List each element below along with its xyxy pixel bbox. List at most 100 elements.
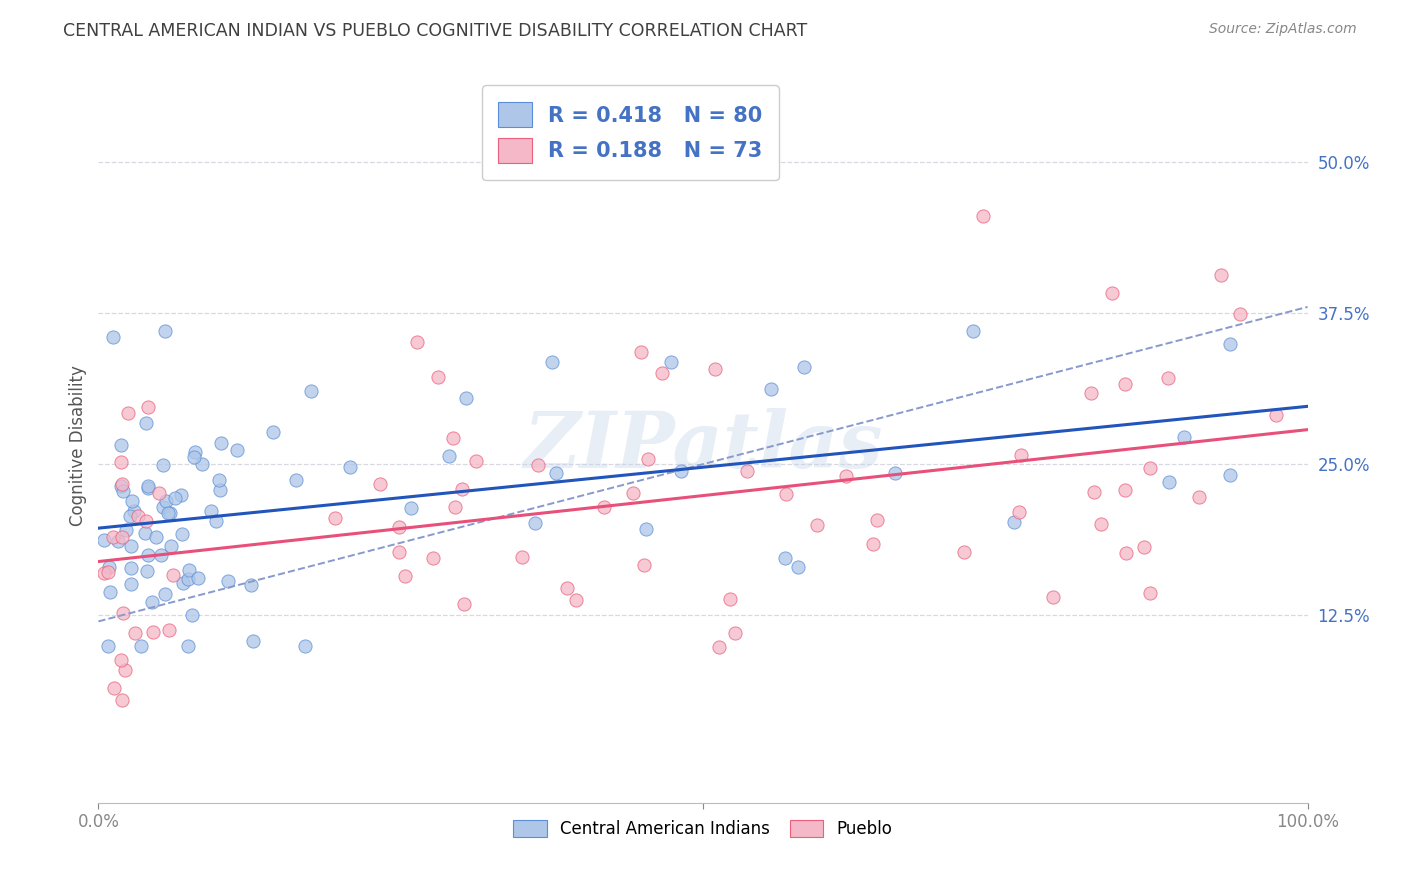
Point — [368, 476, 391, 491]
Point — [121, 494, 143, 508]
Point — [1157, 475, 1180, 489]
Point — [761, 382, 783, 396]
Point — [422, 550, 444, 565]
Point — [115, 523, 138, 537]
Point — [101, 329, 124, 343]
Point — [339, 460, 361, 475]
Point — [451, 482, 474, 496]
Point — [394, 569, 416, 583]
Point — [1114, 483, 1136, 498]
Point — [453, 597, 475, 611]
Point — [98, 585, 121, 599]
Point — [1229, 307, 1251, 321]
Point — [138, 548, 160, 562]
Point — [157, 506, 180, 520]
Point — [135, 514, 157, 528]
Point — [1218, 468, 1240, 483]
Point — [145, 530, 167, 544]
Text: CENTRAL AMERICAN INDIAN VS PUEBLO COGNITIVE DISABILITY CORRELATION CHART: CENTRAL AMERICAN INDIAN VS PUEBLO COGNIT… — [63, 22, 807, 40]
Point — [136, 479, 159, 493]
Point — [120, 561, 142, 575]
Point — [1173, 430, 1195, 444]
Text: ZIPatlas: ZIPatlas — [523, 408, 883, 484]
Point — [160, 540, 183, 554]
Point — [1010, 448, 1032, 462]
Point — [152, 500, 174, 514]
Point — [1083, 485, 1105, 500]
Point — [134, 526, 156, 541]
Point — [1219, 337, 1241, 351]
Point — [544, 466, 567, 480]
Point — [454, 391, 477, 405]
Point — [136, 481, 159, 495]
Point — [637, 451, 659, 466]
Point — [150, 548, 173, 562]
Point — [153, 587, 176, 601]
Point — [651, 367, 673, 381]
Point — [1090, 516, 1112, 531]
Point — [110, 437, 132, 451]
Point — [593, 500, 616, 514]
Point — [142, 625, 165, 640]
Point — [952, 544, 974, 558]
Point — [1139, 586, 1161, 600]
Point — [426, 370, 449, 384]
Point — [107, 533, 129, 548]
Point — [1007, 505, 1029, 519]
Point — [510, 549, 533, 564]
Point — [124, 626, 146, 640]
Point — [155, 324, 177, 338]
Point — [155, 494, 177, 508]
Point — [136, 565, 159, 579]
Point — [441, 431, 464, 445]
Point — [240, 577, 263, 591]
Point — [399, 500, 422, 515]
Point — [787, 559, 810, 574]
Point — [242, 634, 264, 648]
Point — [405, 335, 427, 350]
Point — [630, 345, 652, 359]
Point — [633, 558, 655, 573]
Point — [464, 454, 486, 468]
Point — [172, 576, 194, 591]
Point — [200, 504, 222, 518]
Point — [129, 639, 152, 653]
Point — [112, 483, 135, 498]
Point — [565, 593, 588, 607]
Point — [97, 559, 120, 574]
Point — [284, 474, 307, 488]
Point — [793, 359, 815, 374]
Point — [659, 355, 682, 369]
Point — [972, 209, 994, 223]
Point — [103, 681, 125, 695]
Point — [187, 571, 209, 585]
Point — [1157, 371, 1180, 385]
Point — [111, 477, 134, 491]
Point — [177, 572, 200, 586]
Point — [148, 485, 170, 500]
Point — [112, 606, 135, 620]
Point — [323, 511, 346, 525]
Point — [157, 623, 180, 637]
Point — [120, 539, 142, 553]
Point — [209, 483, 232, 498]
Point — [862, 537, 884, 551]
Point — [226, 442, 249, 457]
Point — [135, 417, 157, 431]
Point — [1101, 286, 1123, 301]
Point — [93, 533, 115, 547]
Point — [181, 608, 204, 623]
Point — [117, 405, 139, 419]
Point — [110, 455, 132, 469]
Point — [110, 653, 132, 667]
Point — [177, 639, 200, 653]
Point — [524, 516, 547, 530]
Point — [165, 491, 187, 506]
Point — [1265, 408, 1288, 422]
Point — [1042, 590, 1064, 604]
Point — [170, 527, 193, 541]
Legend: Central American Indians, Pueblo: Central American Indians, Pueblo — [506, 813, 900, 845]
Point — [834, 469, 856, 483]
Point — [183, 450, 205, 465]
Point — [170, 488, 193, 502]
